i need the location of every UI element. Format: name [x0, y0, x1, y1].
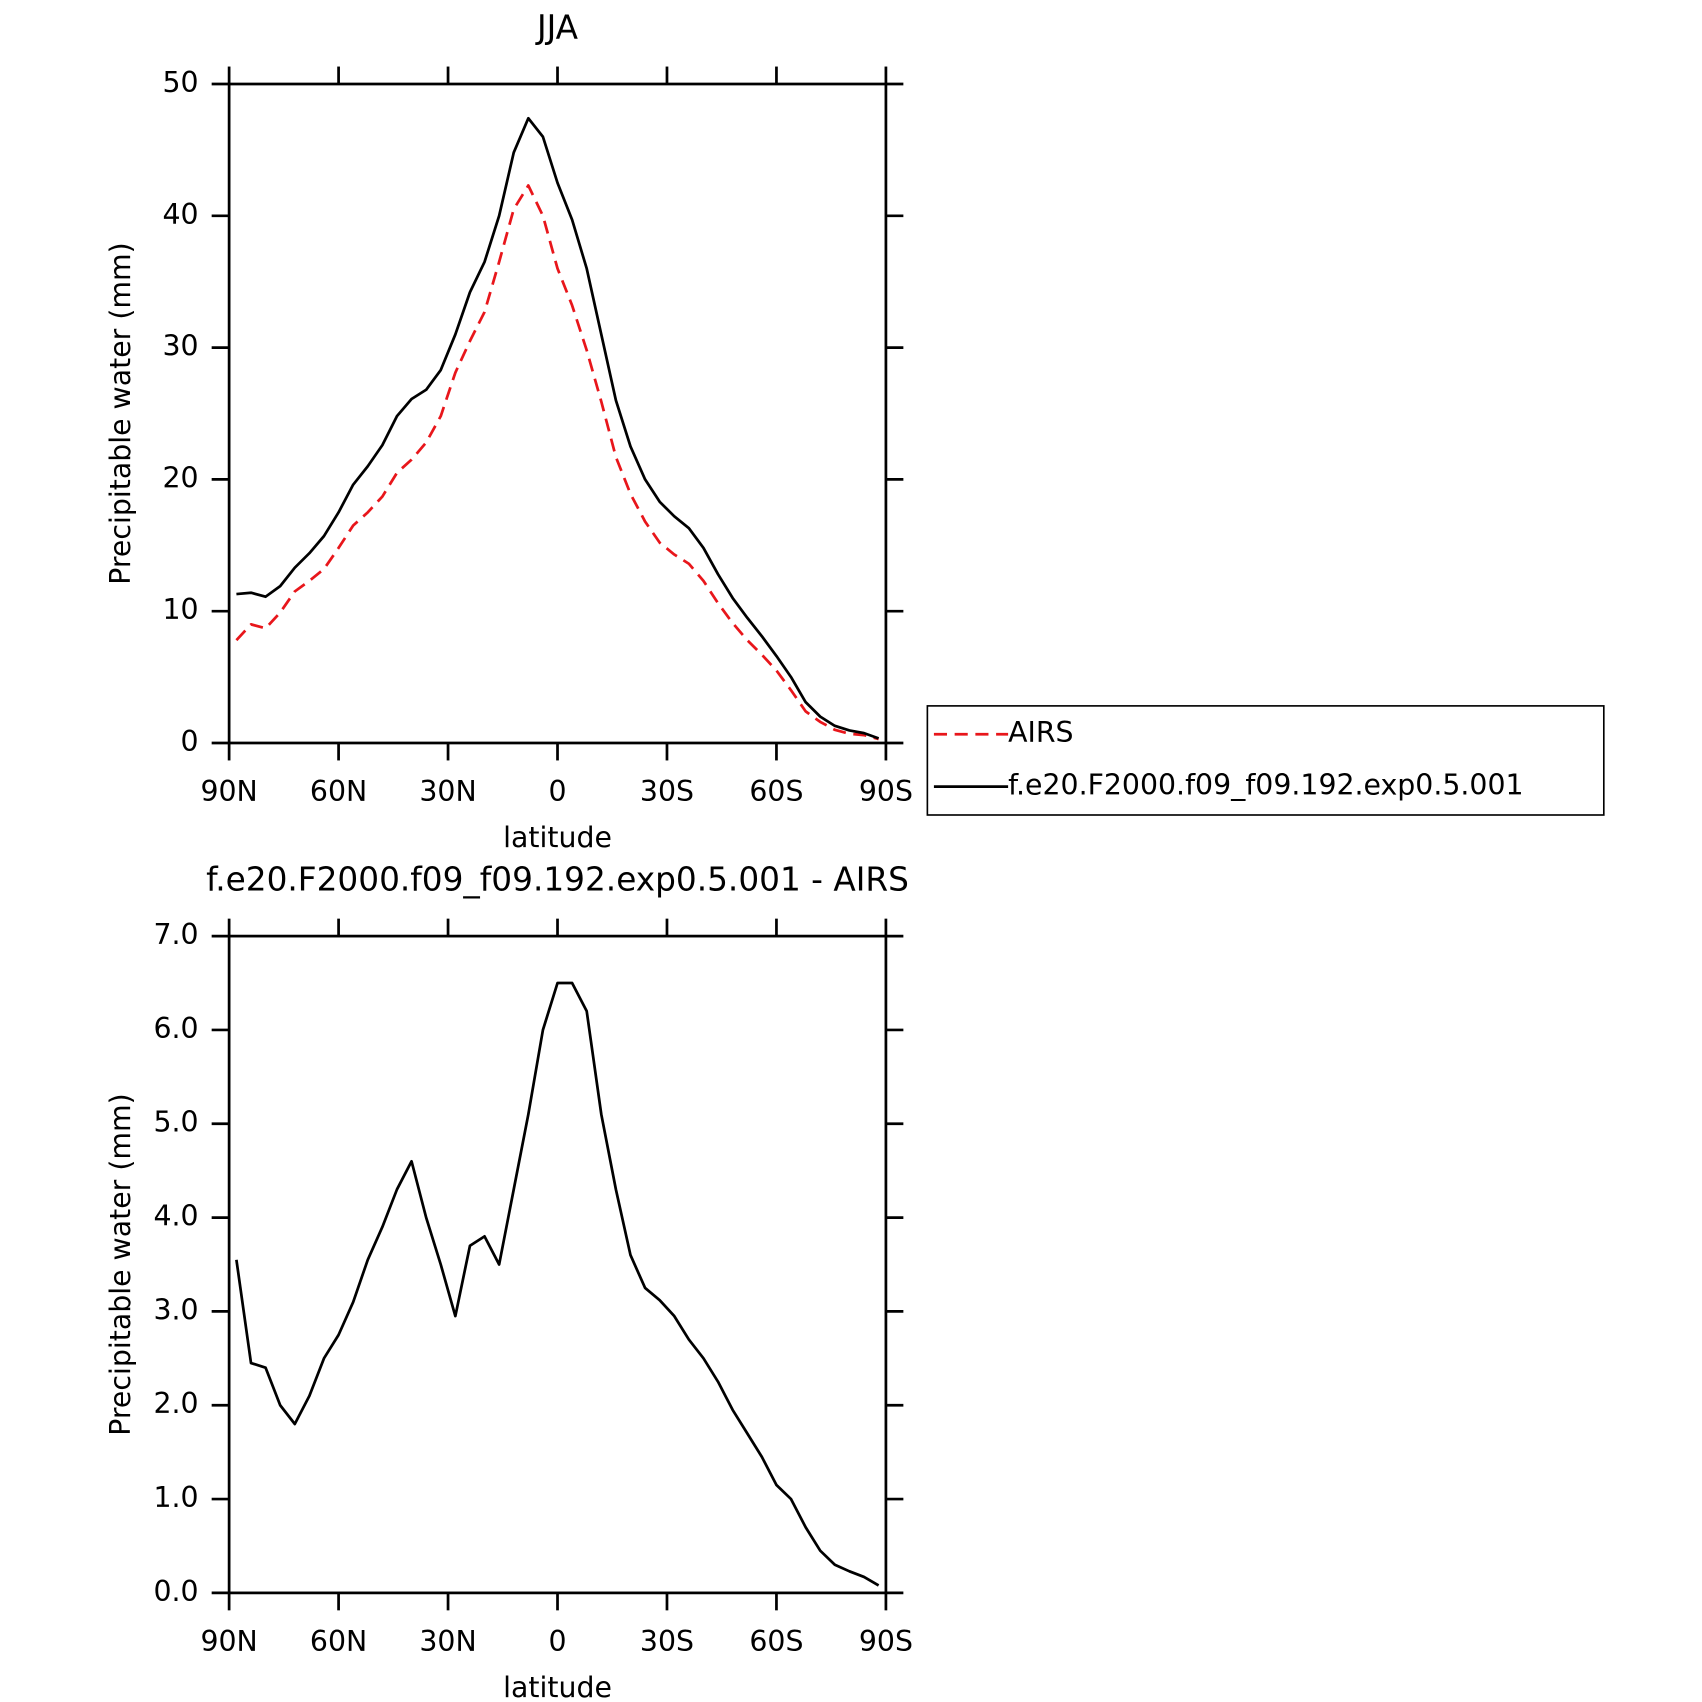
legend-box: [926, 705, 1605, 816]
y-tick-label: 0.0: [153, 1575, 198, 1608]
y-tick-label: 1.0: [153, 1481, 198, 1514]
x-tick-label: 0: [548, 775, 566, 808]
y-tick-label: 5.0: [153, 1106, 198, 1139]
chart-title: f.e20.F2000.f09_f09.192.exp0.5.001 - AIR…: [206, 861, 909, 899]
y-tick-label: 6.0: [153, 1012, 198, 1045]
legend-label: AIRS: [1008, 716, 1073, 749]
x-axis-label: latitude: [503, 821, 612, 854]
x-tick-label: 60N: [310, 775, 367, 808]
data-line: [236, 116, 880, 740]
y-tick-label: 10: [162, 593, 198, 626]
y-tick-label: 4.0: [153, 1200, 198, 1233]
x-tick-label: 60S: [749, 1625, 803, 1658]
y-tick-label: 2.0: [153, 1387, 198, 1420]
y-tick-label: 3.0: [153, 1293, 198, 1326]
y-tick-label: 30: [162, 330, 198, 363]
x-tick-label: 60S: [749, 775, 803, 808]
chart-title: JJA: [535, 8, 579, 46]
y-tick-label: 50: [162, 66, 198, 99]
x-tick-label: 30N: [419, 775, 476, 808]
x-tick-label: 0: [548, 1625, 566, 1658]
legend-label: f.e20.F2000.f09_f09.192.exp0.5.001: [1008, 769, 1523, 802]
y-tick-label: 40: [162, 198, 198, 231]
x-tick-label: 30S: [640, 1625, 694, 1658]
data-line: [235, 981, 880, 1587]
x-tick-label: 60N: [310, 1625, 367, 1658]
y-tick-label: 20: [162, 461, 198, 494]
y-axis-label: Precipitable water (mm): [104, 1093, 137, 1435]
x-tick-label: 30S: [640, 775, 694, 808]
x-tick-label: 90N: [200, 775, 257, 808]
x-tick-label: 90S: [859, 775, 913, 808]
x-tick-label: 30N: [419, 1625, 476, 1658]
x-tick-label: 90S: [859, 1625, 913, 1658]
data-line: [235, 184, 879, 741]
y-axis-label: Precipitable water (mm): [104, 242, 137, 584]
x-axis-label: latitude: [503, 1671, 612, 1702]
x-tick-label: 90N: [200, 1625, 257, 1658]
y-tick-label: 0: [181, 725, 199, 758]
y-tick-label: 7.0: [153, 918, 198, 951]
